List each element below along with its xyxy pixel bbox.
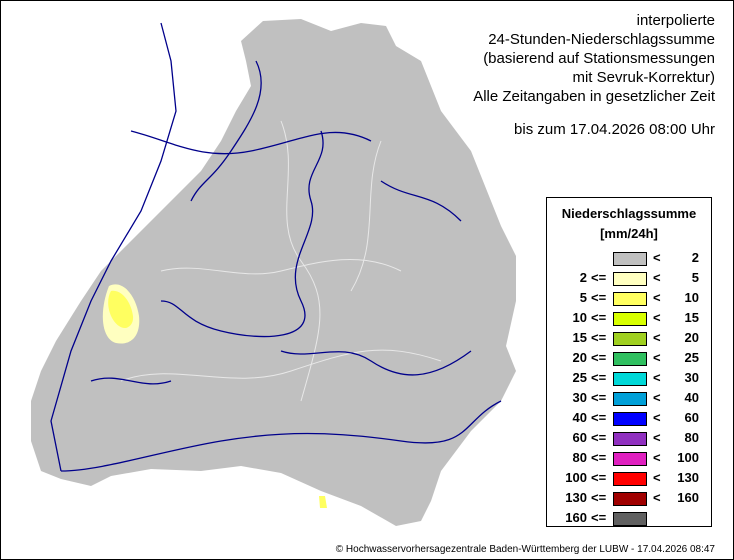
legend-lt-sign: < (653, 450, 661, 465)
legend-unit: [mm/24h] (600, 226, 658, 241)
legend-lower-bound: 20 (572, 350, 587, 365)
legend-color-swatch (613, 512, 647, 526)
copyright: © Hochwasservorhersagezentrale Baden-Wür… (335, 544, 715, 555)
legend-lt-sign: < (653, 490, 661, 505)
legend-row: 2 <= <5 (547, 268, 711, 288)
legend-color-swatch (613, 252, 647, 266)
legend-row: 5 <= <10 (547, 288, 711, 308)
legend-le-sign: <= (591, 290, 607, 305)
legend-color-swatch (613, 392, 647, 406)
legend-color-swatch (613, 432, 647, 446)
map-title: interpolierte 24-Stunden-Niederschlagssu… (473, 11, 715, 139)
title-line: 24-Stunden-Niederschlagssumme (488, 31, 715, 48)
legend-lt-sign: < (653, 250, 661, 265)
legend-lower-bound: 30 (572, 390, 587, 405)
legend-row: 30 <= <40 (547, 388, 711, 408)
legend-upper-bound: 2 (691, 250, 699, 265)
legend-upper-bound: 40 (684, 390, 699, 405)
legend-le-sign: <= (591, 430, 607, 445)
legend-row: 40 <= <60 (547, 408, 711, 428)
legend-heading: Niederschlagssumme (561, 206, 697, 221)
legend-lower-bound: 25 (572, 370, 587, 385)
legend-upper-bound: 20 (684, 330, 699, 345)
legend-lower-bound: 10 (572, 310, 587, 325)
legend-lower-bound: 2 (579, 270, 587, 285)
time-note: Alle Zeitangaben in gesetzlicher Zeit (473, 88, 715, 105)
district-borders (120, 120, 442, 402)
legend-upper-bound: 15 (684, 310, 699, 325)
legend-lt-sign: < (653, 350, 661, 365)
legend-row: 20 <= <25 (547, 348, 711, 368)
legend-row: 130 <= <160 (547, 488, 711, 508)
legend-row: 80 <= <100 (547, 448, 711, 468)
legend-color-swatch (613, 272, 647, 286)
legend-upper-bound: 60 (684, 410, 699, 425)
legend-lower-bound: 60 (572, 430, 587, 445)
legend-lt-sign: < (653, 270, 661, 285)
legend-le-sign: <= (591, 510, 607, 525)
legend-le-sign: <= (591, 270, 607, 285)
legend-le-sign: <= (591, 470, 607, 485)
legend: Niederschlagssumme [mm/24h] <2 2 <= <5 5 <= <1… (546, 197, 712, 527)
precipitation-areas (102, 284, 327, 508)
legend-upper-bound: 100 (677, 450, 699, 465)
legend-color-swatch (613, 352, 647, 366)
legend-lt-sign: < (653, 370, 661, 385)
legend-le-sign: <= (591, 390, 607, 405)
legend-lt-sign: < (653, 470, 661, 485)
legend-le-sign: <= (591, 350, 607, 365)
legend-upper-bound: 5 (691, 270, 699, 285)
legend-row: 10 <= <15 (547, 308, 711, 328)
legend-row: 160 <= (547, 508, 711, 528)
title-line: mit Sevruk-Korrektur) (572, 69, 715, 86)
legend-lower-bound: 15 (572, 330, 587, 345)
legend-upper-bound: 160 (677, 490, 699, 505)
legend-upper-bound: 80 (684, 430, 699, 445)
legend-color-swatch (613, 372, 647, 386)
legend-color-swatch (613, 472, 647, 486)
legend-row: 25 <= <30 (547, 368, 711, 388)
legend-lower-bound: 160 (565, 510, 587, 525)
legend-upper-bound: 130 (677, 470, 699, 485)
legend-color-swatch (613, 492, 647, 506)
legend-lower-bound: 100 (565, 470, 587, 485)
legend-lower-bound: 40 (572, 410, 587, 425)
legend-lower-bound: 130 (565, 490, 587, 505)
legend-upper-bound: 25 (684, 350, 699, 365)
legend-lower-bound: 5 (579, 290, 587, 305)
title-line: interpolierte (636, 12, 715, 29)
legend-lt-sign: < (653, 430, 661, 445)
legend-lt-sign: < (653, 390, 661, 405)
legend-lt-sign: < (653, 330, 661, 345)
legend-color-swatch (613, 412, 647, 426)
legend-color-swatch (613, 332, 647, 346)
legend-color-swatch (613, 292, 647, 306)
legend-le-sign: <= (591, 450, 607, 465)
legend-lt-sign: < (653, 310, 661, 325)
legend-row: 60 <= <80 (547, 428, 711, 448)
legend-row: 100 <= <130 (547, 468, 711, 488)
title-line: (basierend auf Stationsmessungen (483, 50, 715, 67)
legend-upper-bound: 30 (684, 370, 699, 385)
legend-le-sign: <= (591, 330, 607, 345)
legend-le-sign: <= (591, 490, 607, 505)
legend-row: <2 (547, 248, 711, 268)
legend-le-sign: <= (591, 370, 607, 385)
legend-le-sign: <= (591, 410, 607, 425)
legend-upper-bound: 10 (684, 290, 699, 305)
rivers (50, 22, 502, 472)
legend-color-swatch (613, 312, 647, 326)
legend-le-sign: <= (591, 310, 607, 325)
legend-lt-sign: < (653, 290, 661, 305)
legend-lt-sign: < (653, 410, 661, 425)
legend-lower-bound: 80 (572, 450, 587, 465)
legend-row: 15 <= <20 (547, 328, 711, 348)
valid-until-date: bis zum 17.04.2026 08:00 Uhr (514, 121, 715, 138)
legend-color-swatch (613, 452, 647, 466)
